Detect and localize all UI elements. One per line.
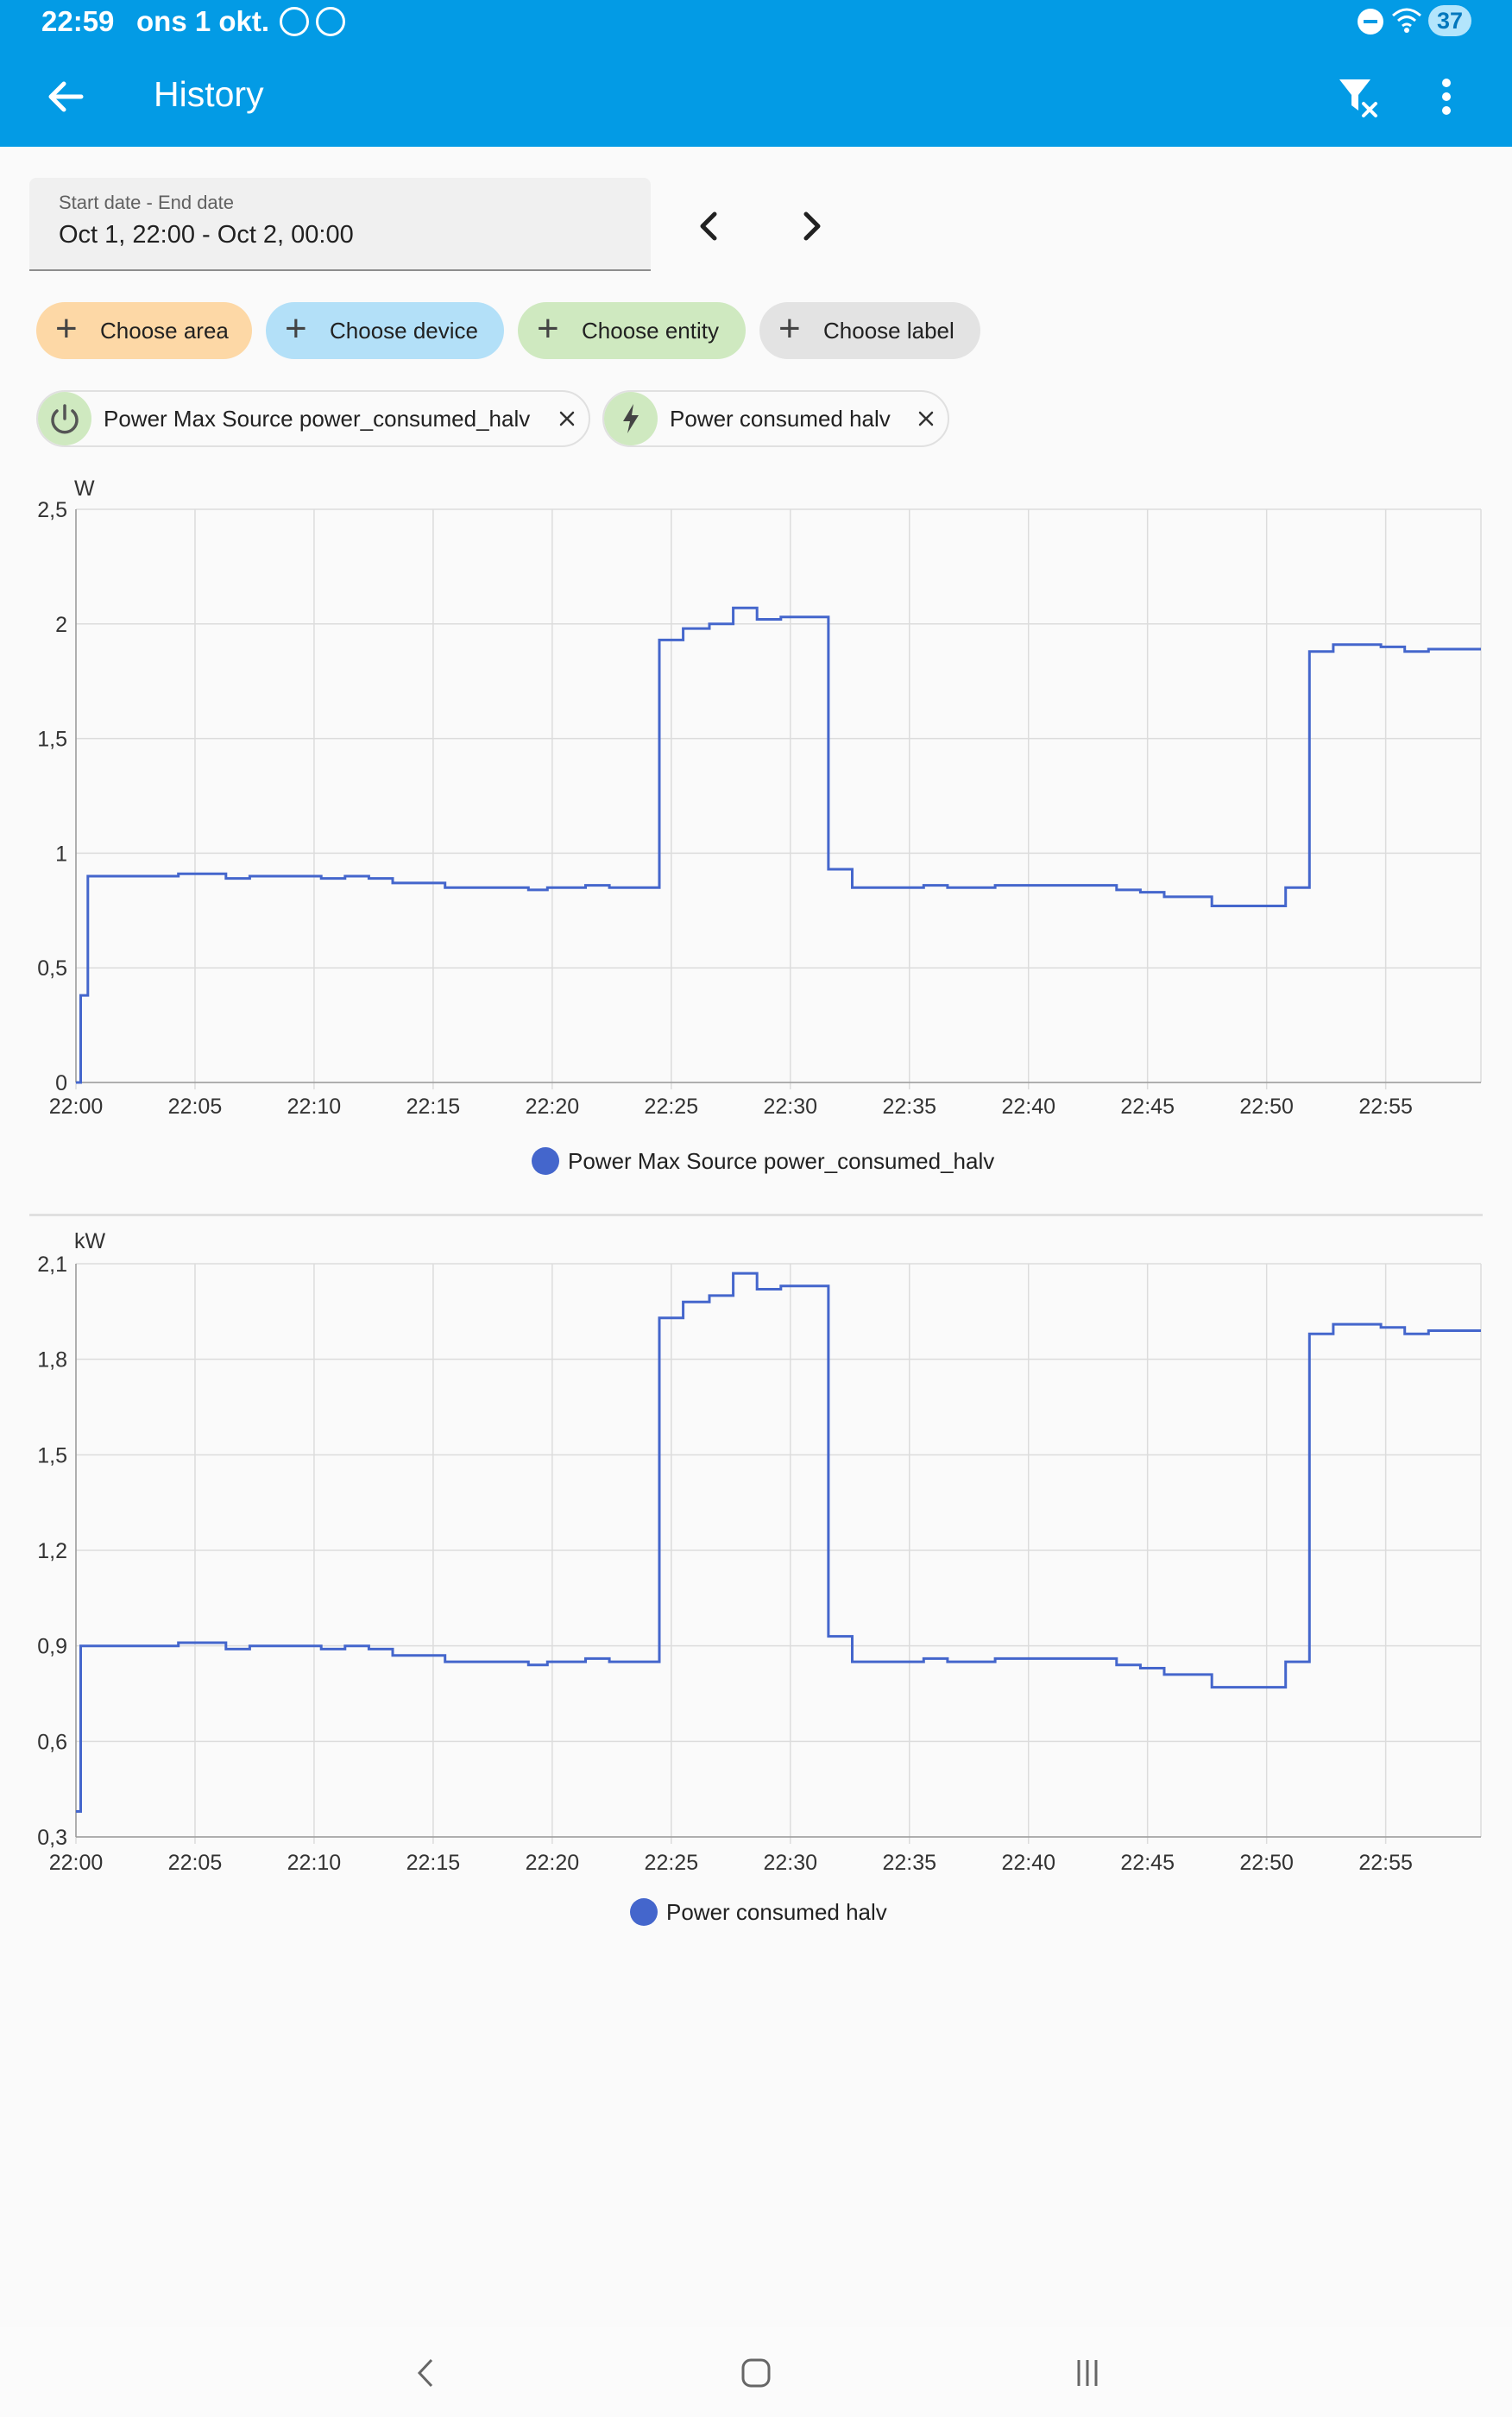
filter-remove-icon[interactable] [1334,73,1383,121]
y-tick-label: 2,1 [37,1253,67,1277]
x-tick-label: 22:25 [645,1851,699,1875]
x-tick-label: 22:45 [1120,1851,1175,1875]
y-tick-label: 1,2 [37,1539,67,1563]
x-tick-label: 22:25 [645,1095,699,1119]
x-tick-label: 22:30 [764,1851,818,1875]
close-icon[interactable] [913,406,939,432]
x-tick-label: 22:45 [1120,1095,1175,1119]
wifi-icon [1392,8,1421,33]
date-range-label: Start date - End date [59,192,235,213]
y-tick-label: 0,6 [37,1730,67,1754]
y-tick-label: 0,5 [37,956,67,981]
y-tick-label: 0,3 [37,1826,67,1850]
back-icon[interactable] [400,2351,452,2395]
hourglass-icon [316,7,345,36]
legend-color-dot [630,1898,658,1926]
status-date: ons 1 okt. [136,5,270,37]
y-tick-label: 2,5 [37,498,67,522]
plus-icon: + [55,307,78,350]
x-tick-label: 22:35 [882,1851,936,1875]
battery-indicator: 37 [1428,5,1471,36]
chevron-right-icon[interactable] [785,200,837,252]
status-bar: 22:59 ons 1 okt. 37 [0,0,1512,43]
entity-chip-power-max-source[interactable]: Power Max Source power_consumed_halv [36,390,590,447]
x-tick-label: 22:40 [1001,1095,1055,1119]
history-chart-kilowatts: 2,1 1,8 1,5 1,2 0,9 0,6 0,3 22:00 22:05 22:10 22:1… [0,1217,1512,1934]
x-tick-label: 22:35 [882,1095,936,1119]
x-tick-label: 22:05 [168,1095,223,1119]
x-tick-label: 22:40 [1001,1851,1055,1875]
chip-label: Choose area [100,318,229,344]
x-tick-label: 22:20 [526,1095,580,1119]
entity-chip-label: Power Max Source power_consumed_halv [104,406,531,432]
entity-chip-label: Power consumed halv [670,406,891,432]
do-not-disturb-icon [1358,9,1383,35]
entity-chip-power-consumed-halv[interactable]: Power consumed halv [602,390,949,447]
y-tick-label: 2 [55,613,67,637]
x-tick-label: 22:00 [49,1095,104,1119]
chip-label: Choose entity [582,318,719,344]
system-nav-bar [0,2327,1512,2417]
y-tick-label: 1 [55,842,67,866]
x-tick-label: 22:55 [1358,1095,1413,1119]
series-line [76,606,1481,1084]
y-tick-label: 0,9 [37,1635,67,1659]
chart-divider [29,1214,1483,1216]
app-bar: 22:59 ons 1 okt. 37 History [0,0,1512,147]
x-tick-label: 22:50 [1239,1851,1294,1875]
power-icon [38,392,91,445]
legend-label: Power Max Source power_consumed_halv [568,1148,995,1174]
screenshot-icon [280,7,309,36]
status-time: 22:59 [41,5,115,37]
y-tick-label: 1,5 [37,1443,67,1467]
chart-svg: 2,1 1,8 1,5 1,2 0,9 0,6 0,322:00 22:05 22:10 22:1… [37,1229,1482,1875]
legend-label: Power consumed halv [666,1899,887,1925]
y-tick-label: 1,8 [37,1348,67,1373]
x-tick-label: 22:00 [49,1851,104,1875]
chip-label: Choose device [330,318,478,344]
x-tick-label: 22:20 [526,1851,580,1875]
x-tick-label: 22:50 [1239,1095,1294,1119]
plus-icon: + [778,307,801,350]
more-vert-icon[interactable] [1426,73,1467,121]
x-tick-label: 22:10 [287,1851,342,1875]
choose-device-chip[interactable]: + Choose device [266,302,504,359]
page-title: History [154,74,264,114]
chevron-left-icon[interactable] [684,200,735,252]
y-axis-unit-label: kW [74,1229,106,1253]
x-tick-label: 22:15 [406,1851,461,1875]
home-icon[interactable] [730,2351,782,2395]
date-range-picker[interactable]: Start date - End date Oct 1, 22:00 - Oct… [29,178,651,271]
plus-icon: + [537,307,559,350]
date-range-value: Oct 1, 22:00 - Oct 2, 00:00 [59,221,354,249]
chart-svg: 2,5 2 1,5 1 0,5 022:00 22:05 22:10 22:15 22:20 22:… [37,476,1482,1119]
x-tick-label: 22:10 [287,1095,342,1119]
history-chart-watts: 2,5 2 1,5 1 0,5 0 22:00 22:05 22:10 22:15 22:20 22:… [0,466,1512,1175]
chip-label: Choose label [823,318,954,344]
recents-icon[interactable] [1062,2351,1113,2395]
y-tick-label: 1,5 [37,728,67,752]
choose-area-chip[interactable]: + Choose area [36,302,252,359]
x-tick-label: 22:30 [764,1095,818,1119]
x-tick-label: 22:55 [1358,1851,1413,1875]
plus-icon: + [285,307,307,350]
choose-label-chip[interactable]: + Choose label [759,302,980,359]
series-line [76,1272,1481,1813]
y-tick-label: 0 [55,1071,67,1095]
choose-entity-chip[interactable]: + Choose entity [518,302,746,359]
flash-icon [604,392,658,445]
close-icon[interactable] [554,406,580,432]
legend-color-dot [532,1147,559,1175]
x-tick-label: 22:15 [406,1095,461,1119]
y-axis-unit-label: W [74,476,95,501]
x-tick-label: 22:05 [168,1851,223,1875]
back-arrow-icon[interactable] [40,71,91,123]
